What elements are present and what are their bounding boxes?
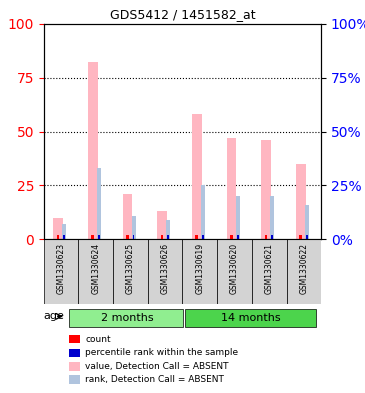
Text: count: count [85,334,111,343]
Bar [235,196,240,239]
Text: GSM1330626: GSM1330626 [161,242,170,294]
FancyBboxPatch shape [78,239,113,304]
Text: percentile rank within the sample: percentile rank within the sample [85,348,239,357]
Bar [53,218,63,239]
Bar [161,235,164,239]
Bar [299,235,302,239]
FancyBboxPatch shape [252,239,287,304]
Bar [272,235,273,239]
Bar [270,196,274,239]
Bar [201,185,205,239]
Bar [230,235,233,239]
Bar [69,375,80,384]
Bar [126,235,129,239]
Bar [195,235,198,239]
Bar [166,220,170,239]
FancyBboxPatch shape [182,239,217,304]
Bar [57,235,59,239]
Bar [131,216,136,239]
Bar [64,235,65,239]
Text: GSM1330621: GSM1330621 [265,242,274,294]
FancyBboxPatch shape [287,239,321,304]
Bar [69,349,80,357]
FancyBboxPatch shape [69,309,182,327]
Bar [62,224,66,239]
Bar [69,335,80,343]
Bar [133,235,134,239]
Text: GSM1330623: GSM1330623 [57,242,66,294]
Bar [97,168,101,239]
Title: GDS5412 / 1451582_at: GDS5412 / 1451582_at [110,8,255,21]
FancyBboxPatch shape [148,239,182,304]
Bar [69,362,80,371]
Text: age: age [44,311,65,321]
Text: GSM1330624: GSM1330624 [91,242,100,294]
Bar [88,62,97,239]
Bar [192,114,201,239]
Bar [123,194,132,239]
Text: rank, Detection Call = ABSENT: rank, Detection Call = ABSENT [85,375,224,384]
Bar [202,235,204,239]
Text: GSM1330620: GSM1330620 [230,242,239,294]
Bar [98,235,100,239]
FancyBboxPatch shape [185,309,316,327]
Bar [227,138,236,239]
Bar [265,235,268,239]
FancyBboxPatch shape [44,239,78,304]
Bar [237,235,238,239]
FancyBboxPatch shape [217,239,252,304]
Bar [168,235,169,239]
Text: GSM1330622: GSM1330622 [299,242,308,294]
Text: GSM1330625: GSM1330625 [126,242,135,294]
Bar [157,211,167,239]
Bar [296,164,306,239]
Bar [306,235,308,239]
FancyBboxPatch shape [113,239,148,304]
Bar [261,140,271,239]
Text: 14 months: 14 months [221,313,280,323]
Bar [305,205,309,239]
Bar [91,235,94,239]
Text: 2 months: 2 months [101,313,153,323]
Text: GSM1330619: GSM1330619 [195,242,204,294]
Text: value, Detection Call = ABSENT: value, Detection Call = ABSENT [85,362,229,371]
